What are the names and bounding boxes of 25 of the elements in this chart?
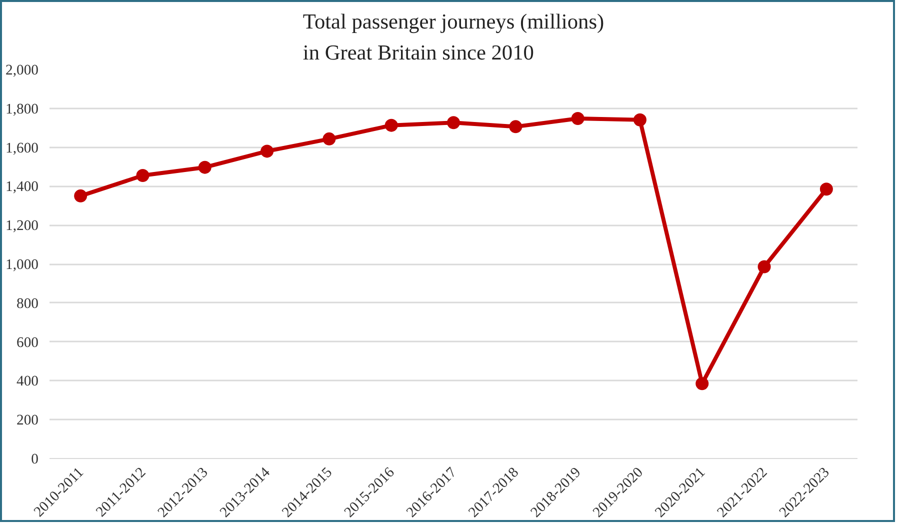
y-tick-label: 1,800 xyxy=(6,101,39,118)
y-tick-label: 0 xyxy=(31,452,38,468)
point xyxy=(696,377,709,390)
point xyxy=(198,160,212,174)
point xyxy=(384,118,398,132)
point xyxy=(447,116,460,130)
point xyxy=(74,189,88,202)
y-tick-label: 2,000 xyxy=(6,62,39,78)
point xyxy=(758,260,771,274)
point xyxy=(136,169,150,182)
point xyxy=(633,113,646,126)
y-tick-label: 1,200 xyxy=(6,218,39,234)
chart-title: Total passenger journeys (millions) in Great Britain since 2010 xyxy=(302,9,604,64)
y-tick-label: 400 xyxy=(16,374,38,390)
point xyxy=(571,112,584,125)
y-tick-label: 1,000 xyxy=(6,257,39,273)
y-tick-label: 600 xyxy=(16,334,38,351)
point xyxy=(260,144,274,158)
y-tick-label: 200 xyxy=(16,412,38,429)
point xyxy=(820,182,833,196)
point xyxy=(322,132,336,146)
y-tick-label: 1,600 xyxy=(6,140,39,156)
y-tick-label: 1,400 xyxy=(6,179,39,196)
y-tick-label: 800 xyxy=(16,296,38,312)
point xyxy=(509,120,522,134)
